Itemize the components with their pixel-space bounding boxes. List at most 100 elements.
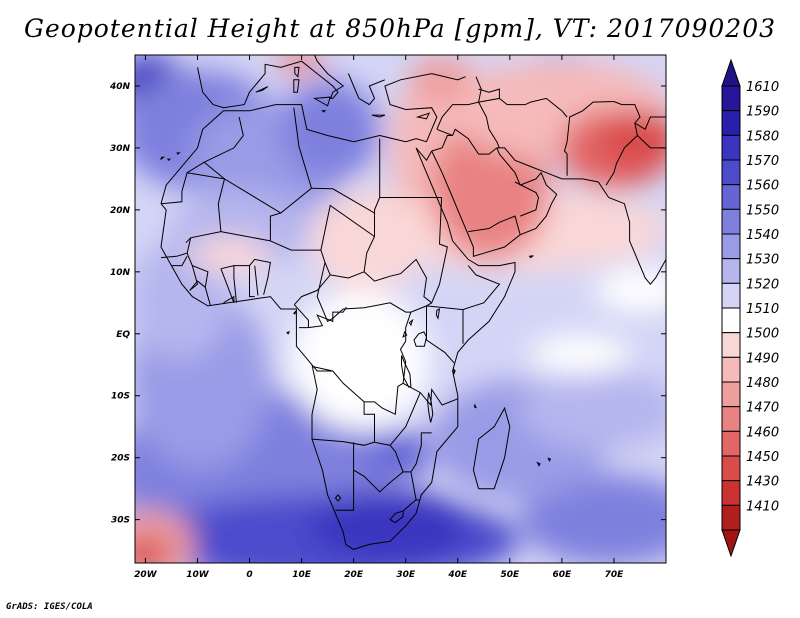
country-border (468, 215, 521, 235)
country-border (634, 116, 666, 131)
height-field (135, 55, 666, 563)
x-tick-label: 60E (553, 570, 573, 580)
coastline (160, 73, 466, 204)
island-outline (123, 239, 125, 241)
colorbar-label: 1530 (746, 253, 779, 268)
colorbar-label: 1500 (746, 327, 779, 342)
colorbar-label: 1410 (746, 499, 779, 514)
y-tick-label: 30S (111, 516, 130, 526)
island-outline (415, 112, 431, 120)
x-tick-label: 20W (134, 570, 158, 580)
colorbar-swatch (721, 233, 741, 260)
x-tick-label: 0 (246, 570, 252, 580)
country-border (637, 135, 666, 149)
country-border (220, 268, 235, 304)
lake-outline (413, 331, 428, 347)
colorbar-swatch (721, 208, 741, 235)
country-border (478, 101, 500, 149)
country-border (389, 444, 404, 473)
country-border (254, 265, 259, 296)
country-border (233, 265, 237, 303)
country-border (186, 237, 211, 307)
coastline (496, 147, 666, 285)
country-border (293, 304, 347, 329)
colorbar-swatch (721, 406, 741, 432)
country-border (478, 88, 500, 103)
y-tick-label: 10N (110, 268, 131, 278)
country-border (185, 172, 226, 244)
colorbar-swatch (721, 282, 741, 309)
colorbar-label: 1610 (746, 80, 779, 95)
y-tick-label: 20S (111, 454, 130, 464)
country-border (171, 256, 188, 267)
coastline (415, 147, 433, 162)
country-border (311, 138, 381, 214)
lake-outline (435, 308, 441, 320)
colorbar-label: 1590 (746, 105, 779, 120)
country-border (431, 135, 453, 152)
colorbar-label: 1570 (746, 154, 779, 169)
island-outline (547, 457, 552, 462)
y-tick-label: EQ (116, 330, 130, 340)
y-axis: 40N 30N 20N 10N EQ 10S 20S 30S (109, 82, 666, 526)
lake-outline (401, 355, 412, 388)
x-tick-label: 70E (605, 570, 625, 580)
colorbar-swatch (721, 307, 741, 334)
colorbar-label: 1520 (746, 277, 779, 292)
colorbar-swatch (721, 455, 741, 482)
island-outline (473, 403, 477, 409)
country-border (525, 97, 568, 118)
colorbar-label: 1450 (746, 450, 779, 465)
colorbar-swatch (721, 381, 741, 408)
colorbar-swatch (721, 480, 741, 506)
island-outline (293, 79, 300, 93)
colorbar-swatch (721, 430, 741, 457)
country-border (330, 271, 365, 279)
coastline (347, 73, 386, 106)
x-axis: 20W 10W 0 10E 20E 30E 40E 50E 60E 70E (134, 55, 624, 580)
country-border (353, 432, 432, 493)
colorbar-label: 1540 (746, 228, 779, 243)
island-outline (160, 156, 166, 161)
country-border (203, 116, 244, 163)
coastline (197, 55, 345, 109)
island-outline (294, 66, 300, 78)
country-border (203, 107, 313, 214)
x-tick-label: 50E (500, 570, 520, 580)
map-title: Geopotential Height at 850hPa [gpm], VT:… (23, 14, 777, 43)
plot-frame (134, 54, 667, 564)
colorbar-swatch (721, 134, 741, 161)
x-tick-label: 20E (344, 570, 364, 580)
x-tick-label: 40E (447, 570, 468, 580)
colorbar-swatch (721, 184, 741, 210)
country-border (189, 265, 199, 291)
colorbar-swatch (721, 332, 741, 358)
country-border (416, 499, 420, 501)
lake-outline (427, 392, 434, 423)
island-outline (371, 114, 386, 118)
x-tick-label: 10E (292, 570, 312, 580)
country-border (160, 252, 188, 259)
island-outline (536, 461, 541, 467)
footer-credit: GrADS: IGES/COLA (6, 602, 93, 612)
x-tick-label: 10W (186, 570, 210, 580)
country-border (220, 212, 281, 242)
colorbar-label: 1490 (746, 351, 779, 366)
colorbar-bottom-arrow (721, 529, 741, 558)
country-border (563, 100, 641, 186)
colorbar-swatch (721, 504, 741, 531)
country-border (160, 161, 205, 205)
colorbar-label: 1470 (746, 401, 779, 416)
colorbar-swatch (721, 110, 741, 136)
geography-overlay (123, 55, 666, 550)
colorbar-swatch (721, 356, 741, 383)
country-border (311, 392, 421, 446)
lake-outline (408, 318, 414, 327)
coastline (160, 147, 516, 550)
y-tick-label: 40N (109, 82, 131, 92)
country-border (363, 401, 375, 443)
island-outline (176, 152, 181, 155)
y-tick-label: 30N (110, 144, 131, 154)
island-outline (452, 367, 456, 376)
